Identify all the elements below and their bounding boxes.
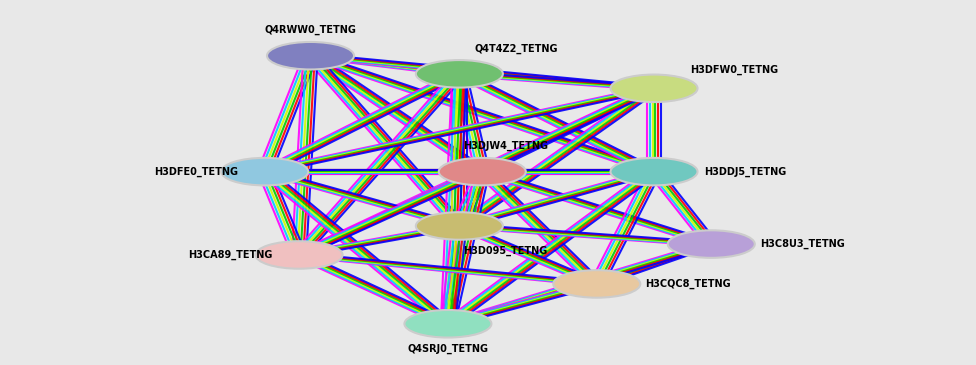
- Text: H3CQC8_TETNG: H3CQC8_TETNG: [645, 279, 731, 289]
- Circle shape: [668, 230, 754, 258]
- Text: H3DFE0_TETNG: H3DFE0_TETNG: [154, 166, 238, 177]
- Text: H3DJW4_TETNG: H3DJW4_TETNG: [463, 141, 548, 151]
- Circle shape: [439, 158, 526, 185]
- Text: H3DFW0_TETNG: H3DFW0_TETNG: [690, 65, 778, 75]
- Circle shape: [416, 60, 503, 88]
- Text: H3DDJ5_TETNG: H3DDJ5_TETNG: [705, 166, 787, 177]
- Text: H3CA89_TETNG: H3CA89_TETNG: [188, 250, 272, 260]
- Text: Q4SRJ0_TETNG: Q4SRJ0_TETNG: [407, 344, 488, 354]
- Text: Q4RWW0_TETNG: Q4RWW0_TETNG: [264, 25, 356, 35]
- Circle shape: [404, 310, 492, 338]
- Circle shape: [611, 74, 698, 102]
- Circle shape: [267, 42, 354, 69]
- Circle shape: [256, 241, 343, 269]
- Text: Q4T4Z2_TETNG: Q4T4Z2_TETNG: [475, 43, 558, 54]
- Text: H3D095_TETNG: H3D095_TETNG: [463, 246, 548, 257]
- Circle shape: [553, 270, 640, 298]
- Circle shape: [611, 158, 698, 185]
- Text: H3C8U3_TETNG: H3C8U3_TETNG: [760, 239, 845, 249]
- Circle shape: [416, 212, 503, 240]
- Circle shape: [222, 158, 308, 185]
